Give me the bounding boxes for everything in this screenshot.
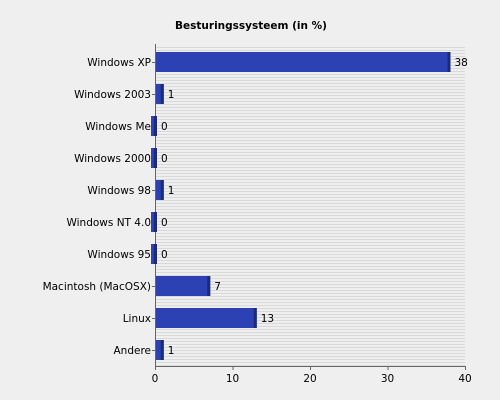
category-label-6: Windows 95 bbox=[87, 249, 151, 261]
bar-shadow-6 bbox=[154, 244, 157, 264]
bar-4 bbox=[156, 180, 164, 200]
bar-1 bbox=[156, 84, 164, 104]
category-label-7: Macintosh (MacOSX) bbox=[43, 281, 151, 293]
bar-shadow-4 bbox=[160, 180, 164, 200]
value-label-5: 0 bbox=[161, 217, 168, 229]
bar-shadow-7 bbox=[207, 276, 211, 296]
bar-9 bbox=[156, 340, 164, 360]
x-tick-label-4: 40 bbox=[458, 373, 471, 385]
category-label-5: Windows NT 4.0 bbox=[66, 217, 151, 229]
x-tick-label-2: 20 bbox=[303, 373, 316, 385]
bar-8 bbox=[156, 308, 257, 328]
bar-shadow-1 bbox=[160, 84, 164, 104]
category-label-0: Windows XP bbox=[87, 57, 151, 69]
category-label-2: Windows Me bbox=[85, 121, 151, 133]
x-tick-label-3: 30 bbox=[381, 373, 394, 385]
category-label-3: Windows 2000 bbox=[74, 153, 151, 165]
x-tick-label-1: 10 bbox=[226, 373, 239, 385]
bar-0 bbox=[156, 52, 451, 72]
category-label-9: Andere bbox=[113, 345, 151, 357]
value-label-8: 13 bbox=[261, 313, 274, 325]
value-label-2: 0 bbox=[161, 121, 168, 133]
bar-shadow-9 bbox=[160, 340, 164, 360]
plot-area: Windows XP 38 Windows 2003 1 Windows Me 0 Wind… bbox=[43, 44, 472, 385]
value-label-6: 0 bbox=[161, 249, 168, 261]
bar-shadow-2 bbox=[154, 116, 157, 136]
value-label-1: 1 bbox=[168, 89, 175, 101]
category-label-4: Windows 98 bbox=[87, 185, 151, 197]
bar-shadow-8 bbox=[253, 308, 257, 328]
value-label-3: 0 bbox=[161, 153, 168, 165]
chart-title: Besturingssysteem (in %) bbox=[175, 20, 327, 32]
value-label-9: 1 bbox=[168, 345, 175, 357]
bar-shadow-3 bbox=[154, 148, 157, 168]
value-label-0: 38 bbox=[455, 57, 468, 69]
bar-7 bbox=[156, 276, 211, 296]
bar-shadow-5 bbox=[154, 212, 157, 232]
category-label-1: Windows 2003 bbox=[74, 89, 151, 101]
category-label-8: Linux bbox=[123, 313, 151, 325]
value-label-4: 1 bbox=[168, 185, 175, 197]
bar-shadow-0 bbox=[447, 52, 451, 72]
x-tick-label-0: 0 bbox=[152, 373, 159, 385]
value-label-7: 7 bbox=[214, 281, 221, 293]
